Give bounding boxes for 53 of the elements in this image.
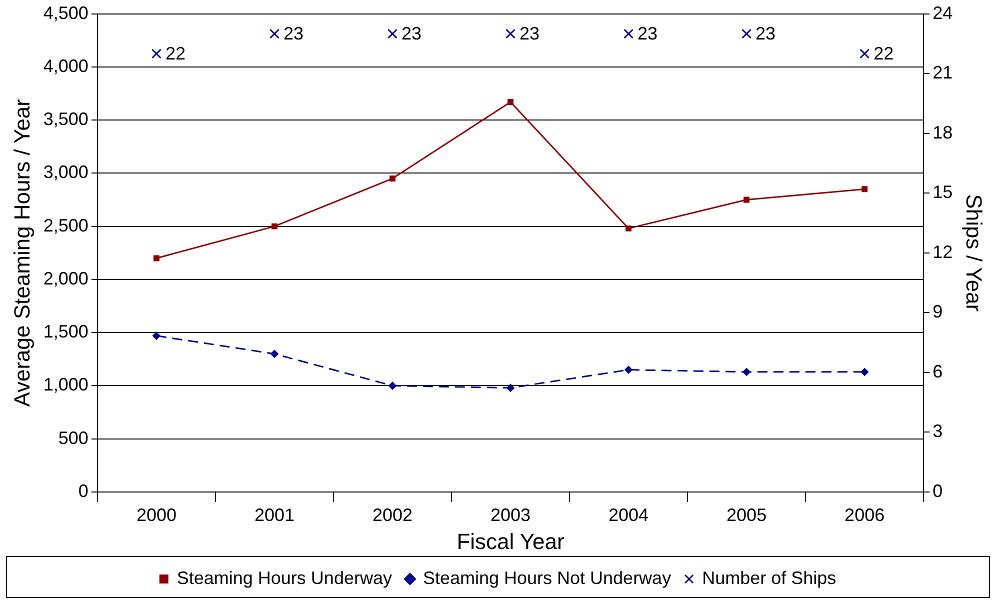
- point: [506, 384, 515, 392]
- x-axis-title: Fiscal Year: [456, 528, 564, 554]
- point: [860, 368, 869, 376]
- y-tick-label: 2,000: [43, 268, 88, 288]
- point: [152, 332, 160, 340]
- point: [742, 368, 751, 376]
- point: [272, 223, 278, 230]
- data-label: 23: [638, 24, 658, 44]
- point: [508, 99, 514, 105]
- y-tick-label: 4,000: [43, 56, 88, 76]
- y-tick-label: 3,500: [43, 109, 88, 130]
- point: [390, 176, 396, 182]
- x-tick-label: 2006: [844, 504, 885, 525]
- y2-tick-label: 3: [932, 421, 943, 442]
- y-axis-title: Average Steaming Hours / Year: [9, 99, 34, 407]
- x-tick-label: 2003: [490, 504, 531, 525]
- y2-tick-label: 18: [932, 122, 953, 142]
- y-tick-label: 2,500: [43, 215, 88, 236]
- point: [624, 366, 633, 374]
- legend-label: Steaming Hours Not Underway: [422, 568, 672, 588]
- x-tick-label: 2004: [608, 504, 649, 525]
- y2-axis-title: Ships / Year: [962, 194, 987, 312]
- point: [153, 255, 160, 262]
- y-tick-label: 3,000: [43, 162, 88, 182]
- data-label: 22: [874, 44, 894, 64]
- y-tick-label: 0: [78, 480, 88, 501]
- y2-tick-label: 9: [932, 302, 943, 322]
- x-tick-label: 2001: [254, 504, 294, 525]
- data-label: 23: [520, 24, 540, 44]
- y2-tick-label: 6: [932, 361, 943, 382]
- y-tick-label: 4,500: [43, 2, 88, 23]
- legend-label: Number of Ships: [702, 568, 836, 588]
- y-tick-label: 1,500: [43, 322, 88, 342]
- point: [626, 225, 632, 232]
- data-label: 23: [401, 24, 422, 44]
- y-tick-label: 500: [58, 428, 88, 448]
- point: [862, 186, 868, 192]
- y2-tick-label: 24: [932, 2, 953, 23]
- point: [388, 382, 396, 390]
- x-tick-label: 2005: [726, 504, 767, 525]
- data-label: 22: [165, 44, 186, 64]
- point: [744, 196, 750, 203]
- y2-tick-label: 21: [932, 62, 953, 83]
- legend-label: Steaming Hours Underway: [176, 568, 392, 588]
- data-label: 23: [756, 24, 776, 44]
- y2-tick-label: 0: [932, 480, 943, 501]
- y2-tick-label: 15: [932, 182, 953, 202]
- x-tick-label: 2000: [136, 504, 176, 525]
- point: [270, 350, 278, 358]
- x-tick-label: 2002: [372, 504, 413, 525]
- data-label: 23: [283, 24, 304, 44]
- y-tick-label: 1,000: [43, 374, 88, 395]
- y2-tick-label: 12: [932, 242, 953, 262]
